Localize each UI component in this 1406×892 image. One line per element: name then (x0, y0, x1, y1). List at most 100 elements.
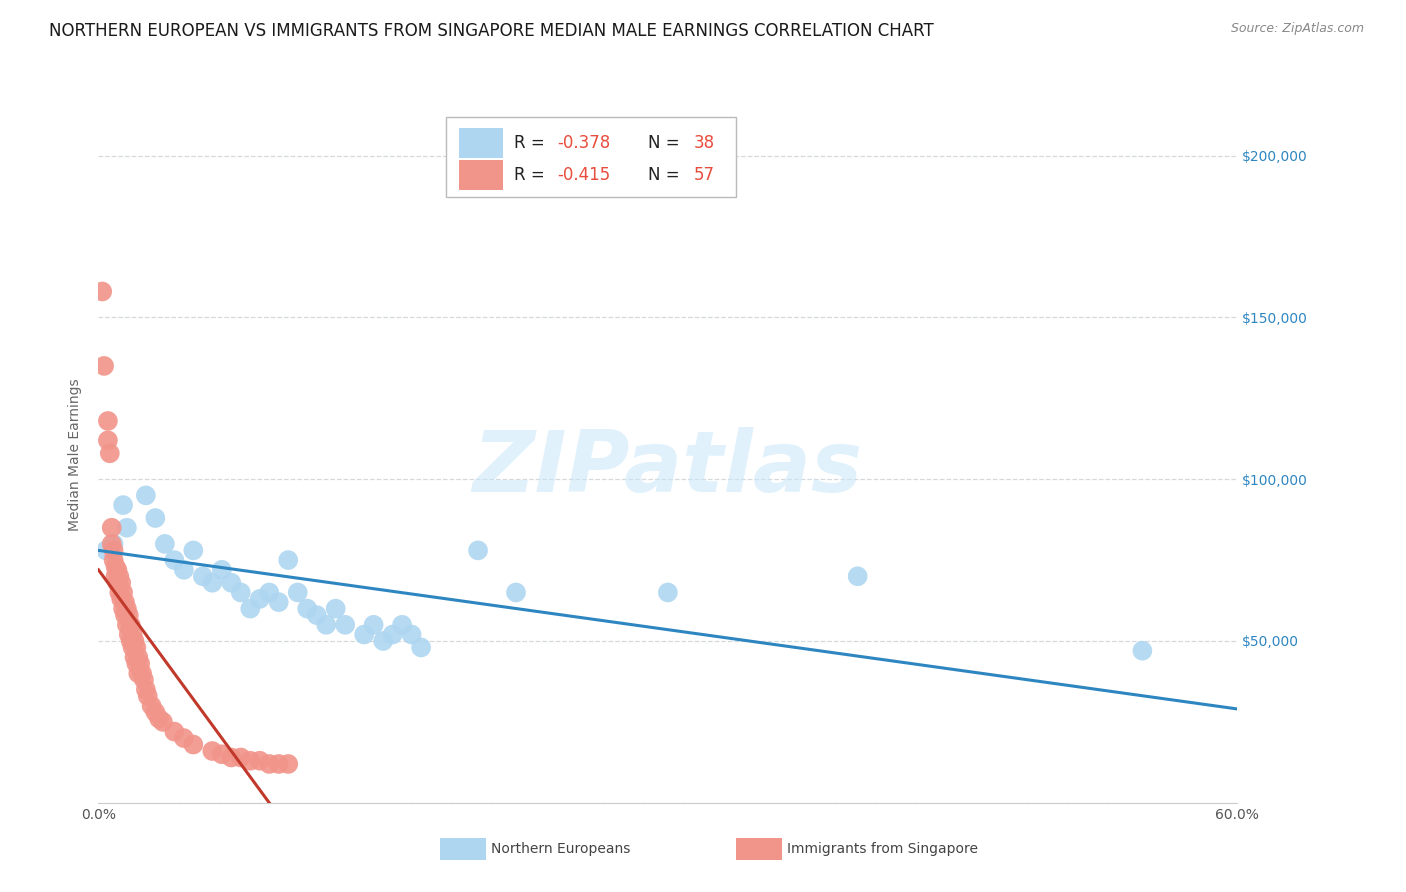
Point (201, 744, 224, 758)
Point (94, 543, 117, 558)
Point (259, 585, 281, 599)
Point (97, 434, 120, 448)
Point (381, 627, 404, 641)
Text: 57: 57 (695, 166, 716, 184)
Point (259, 756, 281, 771)
Point (121, 627, 143, 641)
Point (110, 575, 132, 590)
Point (467, 543, 489, 558)
Text: Source: ZipAtlas.com: Source: ZipAtlas.com (1230, 22, 1364, 36)
Point (135, 488, 157, 502)
Point (125, 657, 148, 671)
Point (325, 601, 347, 615)
Point (335, 617, 357, 632)
Point (118, 627, 141, 641)
Point (297, 601, 319, 615)
Point (505, 585, 527, 599)
Point (191, 569, 214, 583)
Point (277, 756, 299, 771)
Text: NORTHERN EUROPEAN VS IMMIGRANTS FROM SINGAPORE MEDIAN MALE EARNINGS CORRELATION : NORTHERN EUROPEAN VS IMMIGRANTS FROM SIN… (49, 22, 934, 40)
Point (249, 591, 271, 606)
Point (103, 537, 125, 551)
Point (129, 657, 152, 671)
Point (145, 705, 167, 719)
Point (132, 673, 155, 687)
Point (112, 585, 135, 599)
Point (98, 446, 121, 460)
Bar (737, 838, 782, 860)
Point (315, 617, 337, 632)
Point (353, 627, 375, 641)
Point (305, 608, 328, 623)
Point (108, 585, 131, 599)
Point (110, 591, 132, 606)
Point (115, 617, 138, 632)
Point (229, 585, 252, 599)
Point (100, 521, 122, 535)
Point (136, 689, 159, 703)
Point (371, 634, 394, 648)
Point (173, 731, 195, 745)
Point (277, 553, 299, 567)
Text: Immigrants from Singapore: Immigrants from Singapore (787, 842, 979, 855)
Point (125, 640, 148, 655)
Point (163, 553, 186, 567)
Point (115, 521, 138, 535)
Point (411, 640, 433, 655)
Point (657, 585, 679, 599)
Point (103, 553, 125, 567)
Point (103, 543, 125, 558)
Point (183, 738, 205, 752)
Point (267, 756, 290, 771)
Bar (460, 128, 503, 158)
Point (115, 601, 138, 615)
Text: -0.378: -0.378 (557, 134, 610, 152)
Point (120, 617, 142, 632)
Bar (440, 838, 485, 860)
Point (391, 617, 413, 632)
Point (249, 754, 271, 768)
Point (211, 747, 233, 762)
Point (120, 634, 142, 648)
Point (363, 617, 385, 632)
Text: N =: N = (648, 166, 685, 184)
Text: N =: N = (648, 134, 685, 152)
Point (287, 585, 309, 599)
Point (221, 575, 243, 590)
Point (201, 575, 224, 590)
Point (267, 595, 290, 609)
Point (104, 559, 127, 574)
Text: R =: R = (515, 134, 550, 152)
Point (846, 569, 869, 583)
Point (211, 563, 233, 577)
Point (107, 575, 129, 590)
Point (121, 640, 143, 655)
Point (127, 650, 149, 665)
Point (229, 750, 252, 764)
Bar (460, 161, 503, 190)
Point (148, 712, 170, 726)
Text: ZIPatlas: ZIPatlas (472, 427, 863, 510)
Point (97, 414, 120, 428)
Point (239, 754, 262, 768)
Point (163, 724, 186, 739)
Text: Northern Europeans: Northern Europeans (491, 842, 631, 855)
Point (183, 543, 205, 558)
Point (153, 537, 176, 551)
Point (127, 666, 149, 681)
Text: -0.415: -0.415 (557, 166, 610, 184)
Point (112, 601, 135, 615)
Point (124, 650, 146, 665)
Point (145, 511, 167, 525)
Point (141, 698, 163, 713)
Point (114, 608, 136, 623)
Point (173, 563, 195, 577)
Point (1132, 643, 1154, 657)
Point (114, 595, 136, 609)
Point (131, 666, 153, 681)
Point (107, 563, 129, 577)
Point (401, 627, 423, 641)
Text: 38: 38 (695, 134, 716, 152)
Y-axis label: Median Male Earnings: Median Male Earnings (69, 378, 83, 532)
Point (239, 601, 262, 615)
